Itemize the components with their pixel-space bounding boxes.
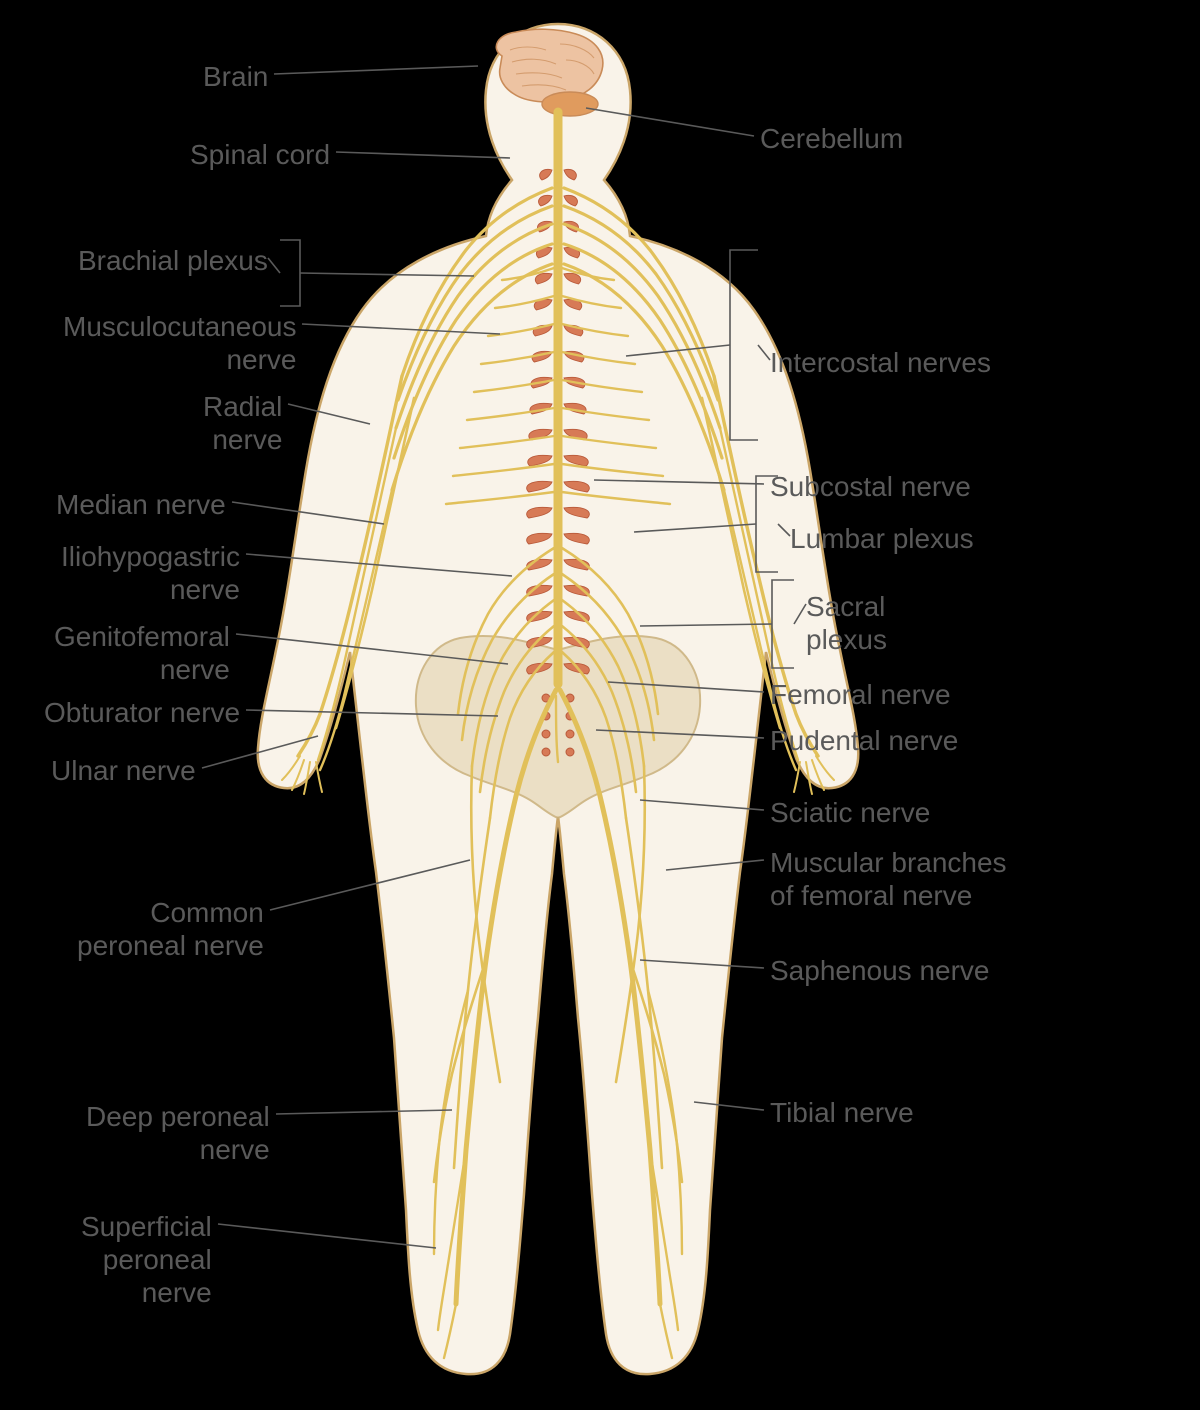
cerebellum: [542, 92, 598, 116]
nervous-system-diagram: BrainSpinal cordBrachial plexusMusculocu…: [0, 0, 1200, 1410]
diagram-svg: [0, 0, 1200, 1410]
